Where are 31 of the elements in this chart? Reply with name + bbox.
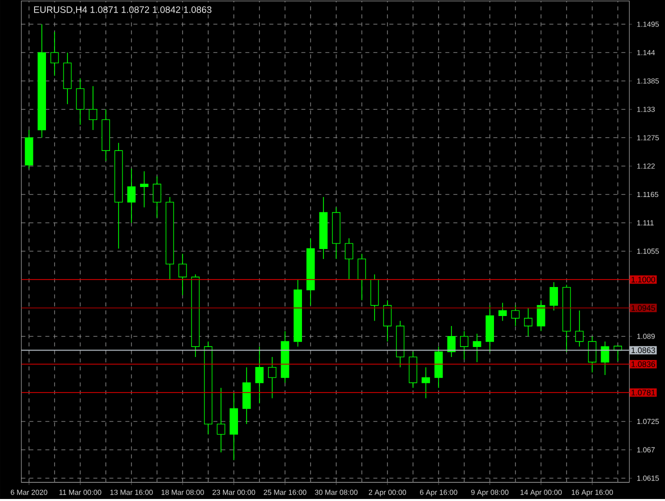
candlestick [344,238,354,280]
candlestick [50,32,59,76]
candlestick [524,308,532,337]
candlestick [447,326,456,358]
candlestick [575,310,584,348]
candlestick [152,176,162,218]
ref-line-label: 1.0863 [632,348,656,354]
candlestick [498,302,507,322]
candlestick [460,330,468,360]
candlestick [178,253,187,296]
ref-line-label: 1.1000 [632,276,656,283]
candlestick [550,282,558,312]
candlestick [600,341,610,376]
candlestick [140,170,148,208]
candlestick [358,253,366,301]
candlestick [127,168,136,224]
candlestick [88,86,98,130]
candlestick [511,305,520,327]
candlestick [472,333,482,363]
candlestick [76,78,84,126]
candlestick [383,300,392,342]
candlestick [422,366,430,399]
candlestick [268,356,276,399]
candlestick [536,300,546,332]
ref-line-label: 1.0781 [632,390,656,396]
ref-line-label: 1.0945 [632,305,656,311]
chart-title: EURUSD,H4 1.0871 1.0872 1.0842 1.0863 [34,6,212,14]
ref-line-label: 1.0836 [632,361,656,368]
candlestick [216,388,226,453]
candlestick [588,336,596,373]
candlestick [255,346,264,404]
